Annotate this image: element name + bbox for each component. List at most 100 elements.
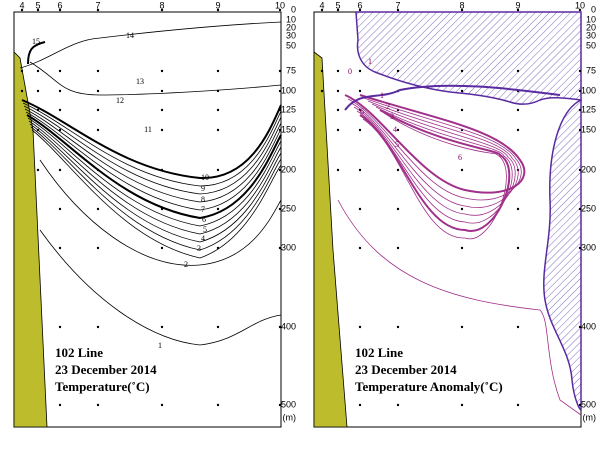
station-dot xyxy=(336,128,340,132)
station-dot xyxy=(216,207,220,211)
contour xyxy=(24,108,282,203)
contour xyxy=(25,111,282,211)
contour xyxy=(39,159,282,266)
station-dot xyxy=(516,403,520,407)
station-dot xyxy=(396,128,400,132)
contour-label: 3 xyxy=(390,112,394,121)
station-dot xyxy=(160,246,164,250)
station-dot xyxy=(358,246,362,250)
station-dot xyxy=(58,108,62,112)
station-dot xyxy=(160,108,164,112)
contour xyxy=(19,21,282,69)
station-dot xyxy=(278,69,282,73)
station-dot xyxy=(336,168,340,172)
station-dot xyxy=(578,89,582,93)
depth-label: 400 xyxy=(581,321,596,331)
depth-label: 10 xyxy=(586,14,596,24)
depth-label: 300 xyxy=(581,242,596,252)
coast xyxy=(13,51,48,428)
caption: Temperature Anomaly(˚C) xyxy=(355,379,503,394)
station-dot xyxy=(578,168,582,172)
depth-label: 0 xyxy=(591,4,596,14)
station-label: 8 xyxy=(459,0,464,10)
contour-label: 2 xyxy=(386,102,390,111)
station-dot xyxy=(36,8,40,12)
station-dot xyxy=(96,69,100,73)
station-dot xyxy=(358,325,362,329)
station-dot xyxy=(336,108,340,112)
station-dot xyxy=(160,89,164,93)
station-dot xyxy=(36,89,40,93)
station-dot xyxy=(516,246,520,250)
station-dot xyxy=(58,207,62,211)
contour-label: 5 xyxy=(203,225,207,234)
contour-label: 7 xyxy=(201,205,205,214)
station-dot xyxy=(216,325,220,329)
station-dot xyxy=(516,207,520,211)
contour-label: 12 xyxy=(116,96,124,105)
station-label: 7 xyxy=(95,0,100,10)
depth-label: 100 xyxy=(281,85,296,95)
station-dot xyxy=(216,8,220,12)
station-dot xyxy=(160,325,164,329)
station-dot xyxy=(396,69,400,73)
station-dot xyxy=(460,108,464,112)
station-dot xyxy=(278,207,282,211)
contour xyxy=(27,41,46,65)
caption: 23 December 2014 xyxy=(55,362,157,377)
depth-label: 10 xyxy=(286,14,296,24)
station-dot xyxy=(58,403,62,407)
station-dot xyxy=(96,246,100,250)
station-dot xyxy=(460,325,464,329)
station-dot xyxy=(578,108,582,112)
contour xyxy=(39,229,282,346)
station-dot xyxy=(96,128,100,132)
contour xyxy=(31,129,282,259)
contour-label: 1 xyxy=(380,91,384,100)
depth-label: 125 xyxy=(581,104,596,114)
station-dot xyxy=(96,325,100,329)
station-dot xyxy=(516,128,520,132)
contour-label: 5 xyxy=(395,140,399,149)
station-dot xyxy=(396,8,400,12)
station-dot xyxy=(216,128,220,132)
contour xyxy=(29,61,282,96)
station-dot xyxy=(358,168,362,172)
depth-label: 200 xyxy=(281,164,296,174)
station-dot xyxy=(358,207,362,211)
station-dot xyxy=(516,108,520,112)
depth-label: 0 xyxy=(291,4,296,14)
depth-label: 300 xyxy=(281,242,296,252)
contour-label: 15 xyxy=(32,37,40,46)
hatched-region xyxy=(355,11,582,105)
station-dot xyxy=(578,207,582,211)
station-dot xyxy=(320,8,324,12)
station-dot xyxy=(460,207,464,211)
station-dot xyxy=(396,403,400,407)
station-dot xyxy=(396,207,400,211)
station-dot xyxy=(320,69,324,73)
station-dot xyxy=(160,8,164,12)
station-dot xyxy=(96,403,100,407)
caption: 23 December 2014 xyxy=(355,362,457,377)
contour-label: 2 xyxy=(184,260,188,269)
frame xyxy=(13,11,282,428)
contour xyxy=(22,102,282,187)
station-dot xyxy=(460,168,464,172)
station-dot xyxy=(578,128,582,132)
station-label: 7 xyxy=(395,0,400,10)
station-dot xyxy=(216,168,220,172)
station-dot xyxy=(578,403,582,407)
station-dot xyxy=(396,325,400,329)
station-dot xyxy=(96,8,100,12)
station-dot xyxy=(336,89,340,93)
station-dot xyxy=(336,8,340,12)
station-dot xyxy=(216,69,220,73)
station-dot xyxy=(516,8,520,12)
station-dot xyxy=(160,128,164,132)
depth-label: 200 xyxy=(581,164,596,174)
caption: 102 Line xyxy=(55,345,103,360)
contour-label: 6 xyxy=(202,215,206,224)
